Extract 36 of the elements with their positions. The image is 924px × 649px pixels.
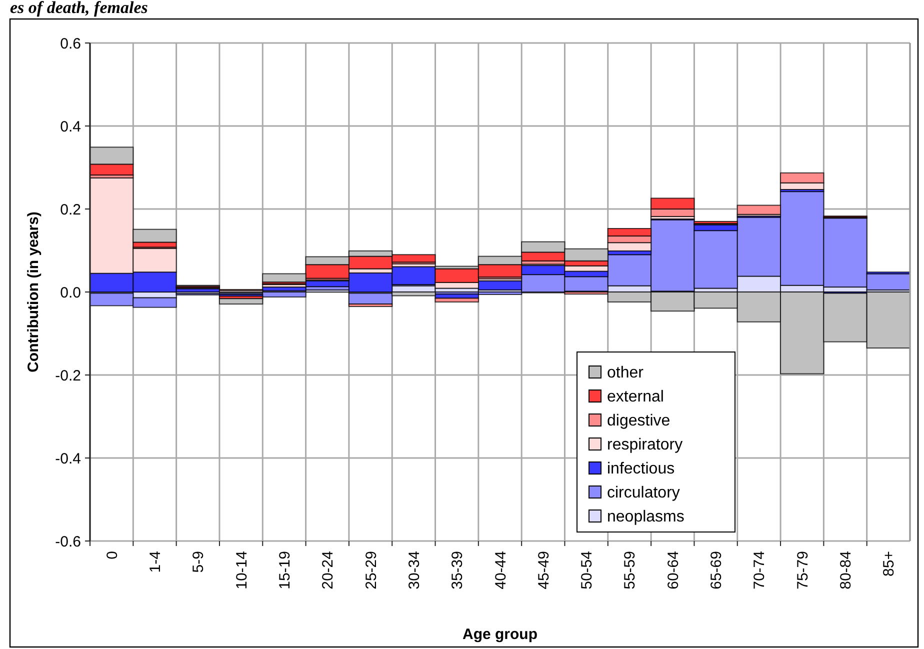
x-tick-label: 75-79 bbox=[794, 551, 812, 590]
legend-label: digestive bbox=[607, 412, 670, 430]
y-tick-label: -0.4 bbox=[55, 450, 81, 468]
legend-label: circulatory bbox=[607, 484, 680, 502]
x-axis-title: Age group bbox=[462, 626, 538, 643]
x-tick-label: 55-59 bbox=[622, 551, 639, 590]
legend-label: infectious bbox=[607, 460, 675, 478]
x-tick-label: 10-14 bbox=[233, 551, 250, 590]
x-tick-label: 25-29 bbox=[362, 551, 380, 590]
x-tick-label: 5-9 bbox=[190, 551, 208, 573]
legend-label: neoplasms bbox=[607, 508, 684, 526]
x-tick-label: 45-49 bbox=[535, 551, 552, 590]
legend-label: respiratory bbox=[607, 436, 683, 454]
x-tick-label: 20-24 bbox=[320, 551, 337, 590]
legend-label: other bbox=[607, 364, 644, 382]
x-tick-label: 1-4 bbox=[146, 551, 164, 573]
x-tick-label: 40-44 bbox=[492, 551, 510, 590]
x-tick-label: 30-34 bbox=[406, 551, 423, 590]
x-tick-label: 70-74 bbox=[751, 551, 768, 590]
x-tick-label: 65-69 bbox=[708, 551, 726, 590]
y-tick-label: 0.2 bbox=[60, 201, 81, 218]
y-tick-label: -0.6 bbox=[55, 533, 81, 550]
x-tick-label: 35-39 bbox=[449, 551, 466, 590]
y-tick-label: 0.0 bbox=[60, 284, 81, 302]
x-tick-label: 0 bbox=[104, 551, 121, 560]
x-tick-label: 80-84 bbox=[838, 551, 855, 590]
y-axis-title: Contribution (in years) bbox=[25, 212, 42, 372]
x-tick-label: 50-54 bbox=[578, 551, 596, 590]
chart-title: es of death, females bbox=[10, 0, 148, 17]
y-tick-label: -0.2 bbox=[55, 367, 81, 384]
legend-label: external bbox=[607, 388, 664, 406]
y-tick-label: 0.4 bbox=[60, 118, 81, 136]
y-tick-label: 0.6 bbox=[60, 35, 81, 52]
x-tick-label: 60-64 bbox=[664, 551, 682, 590]
x-tick-label: 85+ bbox=[880, 550, 898, 576]
x-tick-label: 15-19 bbox=[276, 551, 294, 590]
